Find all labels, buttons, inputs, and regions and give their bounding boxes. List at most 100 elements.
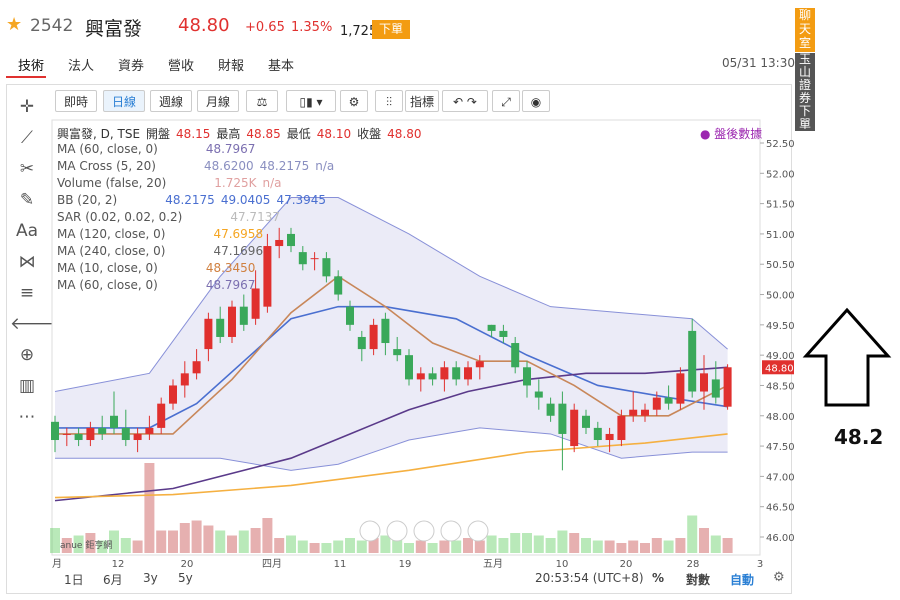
volume-bar: [321, 543, 332, 553]
candle-body: [357, 336, 366, 350]
volume-bar: [687, 515, 698, 553]
arrow: [802, 307, 892, 407]
candle-body: [641, 409, 649, 416]
x-tick-label: 12: [112, 559, 125, 570]
legend-value: 47.7137: [230, 210, 280, 224]
legend-label: MA (120, close, 0): [57, 227, 166, 241]
bottom-item[interactable]: 6月: [103, 573, 123, 587]
candle-body: [534, 391, 543, 398]
legend-text: 開盤: [146, 127, 171, 141]
candle-body: [487, 324, 496, 331]
legend-row: MA (10, close, 0) 48.3450: [57, 261, 261, 275]
toolbar-icon[interactable]: ↶ ↷: [442, 90, 488, 112]
volume-bar: [722, 538, 733, 553]
tab[interactable]: 營收: [168, 59, 195, 74]
candle-body: [239, 306, 248, 325]
tab[interactable]: 資券: [118, 59, 145, 74]
candle-body: [298, 252, 307, 265]
legend-value: n/a: [262, 176, 282, 190]
toolbar-icon[interactable]: ⚙: [340, 90, 368, 112]
candle-body: [369, 324, 378, 350]
star-icon[interactable]: ★: [6, 14, 23, 35]
toolbar-icon[interactable]: ◉: [522, 90, 550, 112]
volume-bar: [451, 540, 462, 553]
toolbar-icon[interactable]: ⫶⫶: [375, 90, 403, 112]
legend-value: 48.2175: [259, 159, 310, 173]
legend-value: 49.0405: [220, 193, 271, 207]
legend-label: MA (60, close, 0): [57, 278, 158, 292]
volume-bar: [168, 530, 178, 553]
volume-bar: [545, 538, 556, 553]
candle-body: [664, 397, 673, 404]
tab[interactable]: 法人: [68, 59, 95, 74]
nav-button: [413, 520, 435, 542]
volume-bar: [345, 538, 355, 553]
toolbar-icon[interactable]: ▯▮ ▾: [286, 90, 336, 112]
volume-bar: [132, 540, 143, 553]
order-button[interactable]: 下單: [372, 20, 410, 39]
y-tick-label: 48.50: [766, 381, 795, 392]
toolbar-button[interactable]: 月線: [197, 90, 239, 112]
candle-body: [464, 367, 472, 380]
volume-bar: [651, 538, 662, 553]
bottom-item[interactable]: %: [652, 571, 665, 585]
volume-bar: [120, 538, 131, 553]
tab[interactable]: 技術: [18, 59, 45, 74]
trade-button[interactable]: 玉山證券下單: [795, 53, 815, 131]
y-tick-label: 46.00: [766, 533, 795, 544]
price-tag: [762, 360, 794, 375]
toolbar-button[interactable]: 即時: [55, 90, 97, 112]
toolbar-button[interactable]: 指標: [405, 90, 439, 112]
toolbar-button[interactable]: 日線: [103, 90, 145, 112]
bottom-item[interactable]: 3y: [143, 571, 158, 585]
tab[interactable]: 基本: [268, 59, 295, 74]
toolbar-button[interactable]: 週線: [150, 90, 192, 112]
x-tick-label: 10: [556, 559, 569, 570]
x-tick-label: 20: [620, 559, 633, 570]
bottom-item[interactable]: 對數: [686, 573, 711, 587]
candle-body: [688, 330, 697, 392]
x-tick-label: 五月: [483, 558, 503, 570]
x-tick-label: 四月: [262, 558, 282, 570]
bottom-item[interactable]: 1日: [64, 573, 84, 587]
candle-body: [287, 233, 295, 247]
legend-label: MA (240, close, 0): [57, 244, 166, 258]
volume-bar: [61, 538, 72, 553]
candle-body: [676, 373, 685, 404]
toolbar-icon[interactable]: ⤢: [492, 90, 520, 112]
legend-value: 48.7967: [205, 142, 256, 156]
volume-bar: [439, 540, 450, 553]
nav-button: [440, 520, 462, 542]
chat-button[interactable]: 聊天室: [795, 8, 815, 52]
volume-bar: [203, 525, 214, 553]
toolbar-icon[interactable]: ⚖: [246, 90, 278, 112]
legend-row: MA (120, close, 0) 47.6958: [57, 227, 269, 241]
volume-bar: [227, 535, 237, 553]
volume-bar: [675, 538, 686, 553]
bottom-item: 20:53:54 (UTC+8): [535, 571, 644, 585]
bottom-item[interactable]: 自動: [730, 573, 755, 587]
change-pct: 1.35%: [291, 20, 333, 35]
nav-button: [467, 520, 489, 542]
volume-bar: [616, 543, 627, 553]
tab[interactable]: 財報: [218, 59, 245, 74]
stock-name: 興富發: [85, 18, 143, 40]
y-tick-label: 52.00: [766, 169, 795, 180]
y-tick-label: 51.00: [766, 230, 795, 241]
volume-bar: [286, 535, 296, 553]
volume-bar: [238, 530, 249, 553]
y-tick-label: 49.50: [766, 321, 795, 332]
candle-body: [711, 379, 720, 398]
y-tick-label: 47.50: [766, 442, 795, 453]
nav-button: [386, 520, 408, 542]
volume-bar: [274, 538, 285, 553]
candle-body: [546, 403, 555, 416]
after-hours[interactable]: ● 盤後數據: [700, 127, 763, 141]
candle-body: [310, 258, 319, 260]
volume-bar: [640, 543, 650, 553]
bottom-item[interactable]: 5y: [178, 571, 193, 585]
candle-body: [570, 409, 579, 447]
volume-bar: [569, 533, 580, 553]
settings-icon[interactable]: ⚙: [773, 570, 785, 585]
y-tick-label: 52.50: [766, 139, 795, 150]
